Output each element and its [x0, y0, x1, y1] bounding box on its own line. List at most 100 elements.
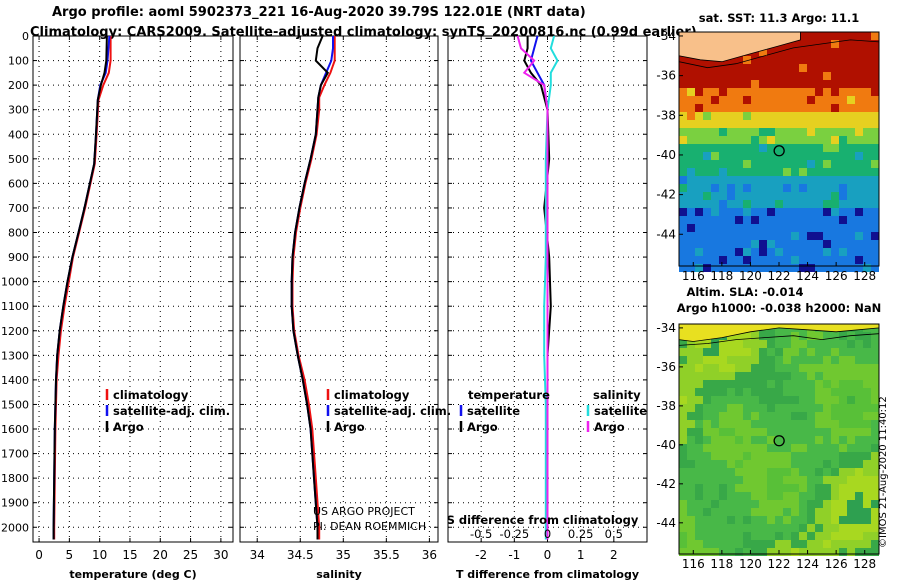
sst-cell — [783, 176, 791, 184]
sst-cell — [831, 168, 839, 176]
sla-cell — [711, 412, 719, 420]
sla-cell — [727, 548, 735, 556]
sla-cell — [727, 396, 735, 404]
sst-cell — [727, 200, 735, 208]
sst-cell — [807, 40, 815, 48]
sst-cell — [719, 256, 727, 264]
sla-cell — [839, 420, 847, 428]
sla-cell — [863, 428, 871, 436]
sla-cell — [719, 492, 727, 500]
sst-cell — [759, 264, 767, 272]
sla-cell — [815, 548, 823, 556]
sst-cell — [783, 136, 791, 144]
sst-cell — [743, 256, 751, 264]
sst-cell — [703, 160, 711, 168]
sla-cell — [855, 452, 863, 460]
sst-cell — [815, 80, 823, 88]
sla-cell — [807, 364, 815, 372]
sla-cell — [727, 524, 735, 532]
sst-cell — [799, 80, 807, 88]
sst-cell — [735, 96, 743, 104]
sst-cell — [711, 168, 719, 176]
sla-cell — [807, 380, 815, 388]
sla-cell — [847, 428, 855, 436]
sla-cell — [791, 516, 799, 524]
sst-cell — [687, 144, 695, 152]
sst-cell — [791, 104, 799, 112]
sst-cell — [703, 152, 711, 160]
sst-cell — [767, 120, 775, 128]
sst-cell — [679, 232, 687, 240]
y-tick-label: -40 — [656, 438, 676, 452]
sla-cell — [695, 500, 703, 508]
sst-cell — [711, 136, 719, 144]
sst-cell — [799, 216, 807, 224]
sst-cell — [695, 184, 703, 192]
sst-cell — [799, 240, 807, 248]
land-mask — [678, 31, 801, 63]
sst-cell — [791, 144, 799, 152]
sla-cell — [679, 388, 687, 396]
profile-location-marker — [773, 145, 785, 157]
sst-cell — [775, 72, 783, 80]
sla-cell — [863, 372, 871, 380]
sla-cell — [687, 372, 695, 380]
sla-cell — [783, 532, 791, 540]
sla-cell — [871, 516, 879, 524]
sla-cell — [807, 348, 815, 356]
sst-cell — [751, 80, 759, 88]
sst-cell — [759, 96, 767, 104]
sla-cell — [831, 516, 839, 524]
sst-cell — [727, 72, 735, 80]
sla-cell — [831, 412, 839, 420]
sla-cell — [703, 484, 711, 492]
sla-cell — [855, 404, 863, 412]
sla-cell — [831, 388, 839, 396]
sst-cell — [807, 256, 815, 264]
sst-cell — [735, 128, 743, 136]
credit-line-1: US ARGO PROJECT — [313, 505, 415, 518]
sst-cell — [759, 88, 767, 96]
sla-cell — [847, 348, 855, 356]
sst-cell — [815, 216, 823, 224]
sla-cell — [775, 516, 783, 524]
sst-cell — [703, 240, 711, 248]
sst-cell — [679, 200, 687, 208]
sst-cell — [863, 216, 871, 224]
sla-cell — [695, 348, 703, 356]
sla-cell — [783, 412, 791, 420]
sst-cell — [735, 136, 743, 144]
sst-cell — [791, 88, 799, 96]
sst-cell — [839, 96, 847, 104]
sst-cell — [807, 88, 815, 96]
sla-cell — [711, 404, 719, 412]
sla-cell — [847, 524, 855, 532]
sla-cell — [791, 396, 799, 404]
sst-cell — [807, 112, 815, 120]
sst-cell — [695, 112, 703, 120]
sla-cell — [695, 420, 703, 428]
sst-cell — [823, 128, 831, 136]
sst-cell — [831, 224, 839, 232]
sla-cell — [703, 372, 711, 380]
sst-cell — [871, 120, 879, 128]
sst-cell — [759, 248, 767, 256]
sst-cell — [775, 216, 783, 224]
sla-cell — [783, 404, 791, 412]
sla-cell — [679, 420, 687, 428]
sst-cell — [823, 168, 831, 176]
sla-cell — [711, 428, 719, 436]
sla-cell — [719, 388, 727, 396]
legend-label: Argo — [467, 420, 498, 434]
sla-cell — [711, 444, 719, 452]
sst-cell — [735, 232, 743, 240]
sst-cell — [759, 192, 767, 200]
sst-cell — [759, 144, 767, 152]
sla-cell — [711, 340, 719, 348]
sst-cell — [831, 152, 839, 160]
sla-cell — [743, 356, 751, 364]
legend-title-salinity: salinity — [593, 388, 641, 402]
sla-cell — [815, 404, 823, 412]
sla-cell — [823, 548, 831, 556]
series-s-argo — [516, 35, 549, 540]
